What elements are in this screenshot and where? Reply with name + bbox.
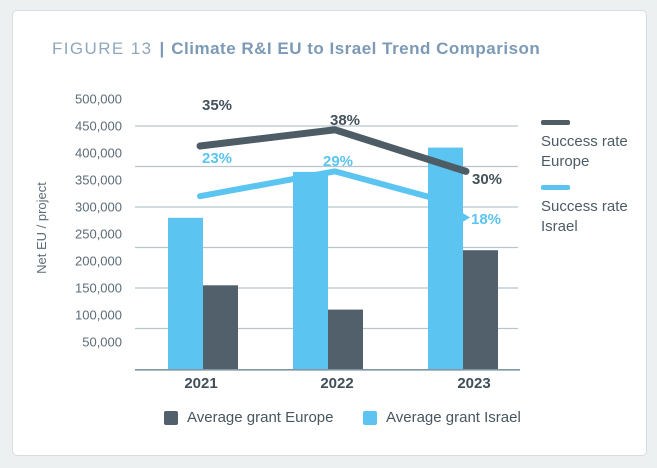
- bar-average-grant-israel-2021: [168, 217, 203, 369]
- legend-item-average-grant-europe: Average grant Europe: [164, 409, 334, 426]
- bar-average-grant-europe-2021: [203, 285, 238, 369]
- figure-number: FIGURE 13: [52, 39, 153, 58]
- success-rate-europe-swatch: [541, 120, 570, 125]
- y-axis-tick-label: 450,000: [75, 119, 122, 134]
- y-axis-tick-label: 50,000: [82, 335, 122, 350]
- average-grant-europe-swatch: [164, 410, 178, 425]
- x-axis-label-2023: 2023: [457, 375, 490, 392]
- success-rate-europe-line: [196, 126, 470, 175]
- legend-item-success-rate-israel: Success rate Israel: [541, 185, 641, 237]
- percent-label-success-rate-israel-2023: 18%: [471, 211, 501, 228]
- legend-label-average-grant-israel: Average grant Israel: [386, 409, 521, 426]
- y-axis-tick-label: 300,000: [75, 200, 122, 215]
- bar-average-grant-europe-2023: [463, 250, 498, 369]
- line-legend: Success rate Europe Success rate Israel: [541, 120, 641, 250]
- average-grant-israel-swatch: [363, 410, 377, 425]
- x-axis-label-2022: 2022: [320, 375, 353, 392]
- bar-average-grant-israel-2022: [293, 171, 328, 369]
- percent-label-success-rate-europe-2021: 35%: [202, 97, 232, 114]
- bar-average-grant-israel-2023: [428, 147, 463, 369]
- x-axis-label-2021: 2021: [184, 375, 217, 392]
- y-axis-tick-label: 100,000: [75, 308, 122, 323]
- percent-label-success-rate-europe-2023: 30%: [472, 171, 502, 188]
- figure-title: FIGURE 13 | Climate R&I EU to Israel Tre…: [52, 39, 540, 59]
- y-axis-tick-label: 200,000: [75, 254, 122, 269]
- success-rate-israel-swatch: [541, 185, 570, 190]
- y-axis-tick-label: 500,000: [75, 92, 122, 107]
- percent-label-success-rate-israel-2022: 29%: [323, 153, 353, 170]
- figure-title-separator: |: [159, 39, 165, 58]
- figure-name: Climate R&I EU to Israel Trend Compariso…: [171, 39, 541, 58]
- percent-label-success-rate-israel-2021: 23%: [202, 150, 232, 167]
- figure-card: [12, 10, 647, 456]
- percent-label-success-rate-europe-2022: 38%: [330, 112, 360, 129]
- israel-line-end-arrow-icon: [461, 212, 470, 223]
- legend-label-success-rate-europe: Success rate Europe: [541, 133, 628, 170]
- y-axis-title: Net EU / project: [34, 182, 49, 274]
- y-axis-tick-label: 150,000: [75, 281, 122, 296]
- legend-item-average-grant-israel: Average grant Israel: [363, 409, 521, 426]
- legend-label-average-grant-europe: Average grant Europe: [187, 409, 334, 426]
- legend-label-success-rate-israel: Success rate Israel: [541, 198, 628, 235]
- success-rate-israel-line: [197, 168, 463, 209]
- y-axis-tick-label: 400,000: [75, 146, 122, 161]
- y-axis-tick-label: 350,000: [75, 173, 122, 188]
- y-axis-tick-label: 250,000: [75, 227, 122, 242]
- legend-item-success-rate-europe: Success rate Europe: [541, 120, 641, 172]
- bar-average-grant-europe-2022: [328, 309, 363, 369]
